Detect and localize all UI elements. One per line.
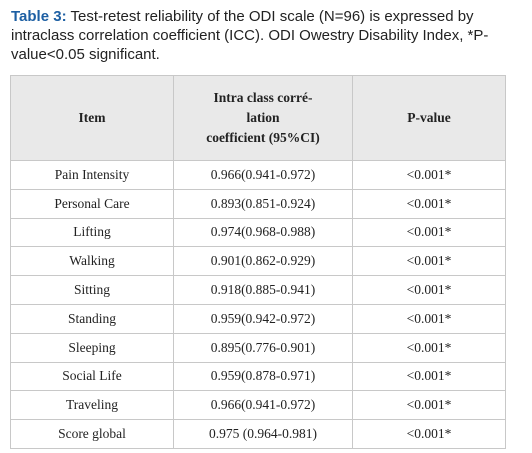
header-row: Item Intra class corré-lation coefficient… bbox=[10, 75, 506, 161]
table-row: Standing 0.959(0.942-0.972) <0.001* bbox=[10, 303, 506, 334]
caption-label: Table 3: bbox=[11, 8, 67, 25]
table-cell: Traveling bbox=[10, 390, 174, 421]
table-row: Sitting 0.918(0.885-0.941) <0.001* bbox=[10, 275, 506, 305]
header-cell: P-value bbox=[352, 75, 506, 161]
table-row: Sleeping 0.895(0.776-0.901) <0.001* bbox=[10, 332, 506, 363]
table-cell: <0.001* bbox=[352, 160, 506, 190]
table-cell: <0.001* bbox=[352, 246, 506, 277]
table-cell: Pain Intensity bbox=[10, 160, 174, 190]
table-cell: Lifting bbox=[10, 217, 174, 248]
data-table: Item Intra class corré-lation coefficient… bbox=[10, 75, 506, 449]
table-cell: 0.918(0.885-0.941) bbox=[173, 275, 353, 305]
table-cell: <0.001* bbox=[352, 217, 506, 248]
header-cell: Intra class corré-lation coefficient (95%… bbox=[173, 75, 353, 161]
header-cell: Item bbox=[10, 75, 174, 161]
table-cell: Standing bbox=[10, 303, 174, 334]
table-cell: Walking bbox=[10, 246, 174, 277]
table-cell: <0.001* bbox=[352, 361, 506, 392]
table-cell: Personal Care bbox=[10, 188, 174, 219]
table-cell: 0.966(0.941-0.972) bbox=[173, 160, 353, 190]
table-cell: 0.959(0.878-0.971) bbox=[173, 361, 353, 392]
table-cell: <0.001* bbox=[352, 303, 506, 334]
table-cell: 0.901(0.862-0.929) bbox=[173, 246, 353, 277]
table-cell: 0.966(0.941-0.972) bbox=[173, 390, 353, 421]
table-row: Score global 0.975 (0.964-0.981) <0.001* bbox=[10, 419, 506, 449]
caption: Table 3: Test-retest reliability of the … bbox=[11, 7, 501, 64]
table-row: Personal Care 0.893(0.851-0.924) <0.001* bbox=[10, 188, 506, 219]
table-cell: 0.893(0.851-0.924) bbox=[173, 188, 353, 219]
table-cell: <0.001* bbox=[352, 419, 506, 449]
table-cell: 0.974(0.968-0.988) bbox=[173, 217, 353, 248]
table-cell: <0.001* bbox=[352, 275, 506, 305]
table-cell: 0.959(0.942-0.972) bbox=[173, 303, 353, 334]
header-line: coefficient (95%CI) bbox=[206, 130, 320, 145]
table-row: Traveling 0.966(0.941-0.972) <0.001* bbox=[10, 390, 506, 421]
table-row: Pain Intensity 0.966(0.941-0.972) <0.001* bbox=[10, 160, 506, 190]
table-cell: 0.895(0.776-0.901) bbox=[173, 332, 353, 363]
table-cell: 0.975 (0.964-0.981) bbox=[173, 419, 353, 449]
table-row: Social Life 0.959(0.878-0.971) <0.001* bbox=[10, 361, 506, 392]
table-cell: <0.001* bbox=[352, 390, 506, 421]
table-cell: Social Life bbox=[10, 361, 174, 392]
table-cell: <0.001* bbox=[352, 332, 506, 363]
table-row: Lifting 0.974(0.968-0.988) <0.001* bbox=[10, 217, 506, 248]
header-line: lation bbox=[246, 110, 280, 125]
caption-text: Test-retest reliability of the ODI scale… bbox=[11, 8, 489, 63]
table-cell: Sleeping bbox=[10, 332, 174, 363]
header-line: Intra class corré- bbox=[213, 90, 313, 105]
table-cell: Sitting bbox=[10, 275, 174, 305]
table-cell: Score global bbox=[10, 419, 174, 449]
table-head: Item Intra class corré-lation coefficient… bbox=[10, 75, 506, 161]
table-cell: <0.001* bbox=[352, 188, 506, 219]
table-row: Walking 0.901(0.862-0.929) <0.001* bbox=[10, 246, 506, 277]
table-body: Pain Intensity 0.966(0.941-0.972) <0.001* P… bbox=[10, 160, 506, 449]
